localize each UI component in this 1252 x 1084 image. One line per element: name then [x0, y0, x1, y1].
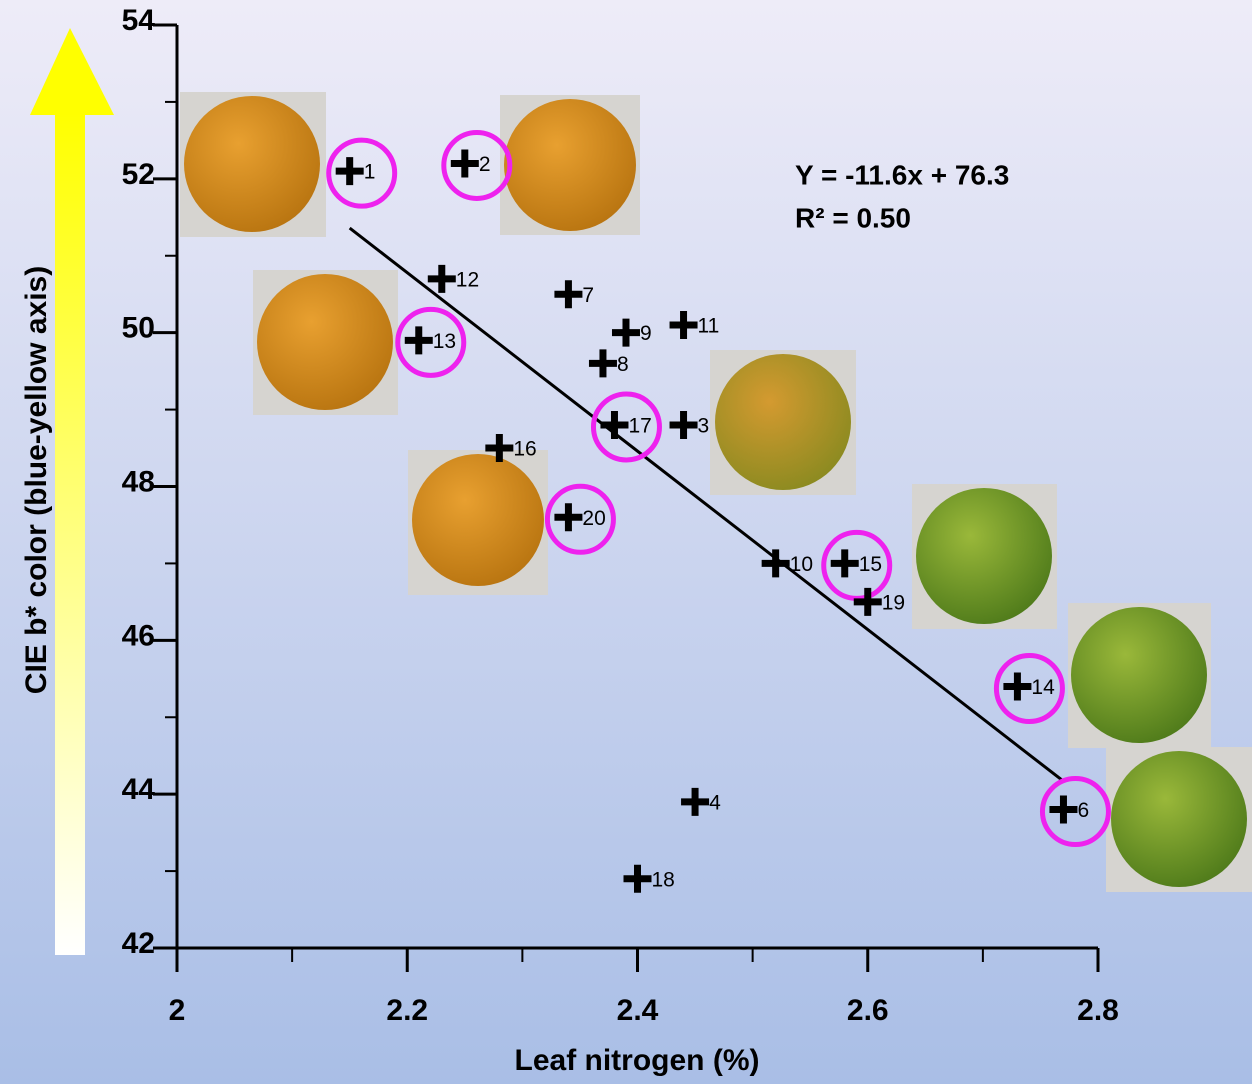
point-label: 17 — [628, 415, 651, 438]
point-label: 3 — [698, 415, 710, 438]
point-label: 10 — [790, 553, 813, 576]
y-tick-label: 50 — [122, 312, 155, 345]
y-tick-label: 52 — [122, 158, 155, 191]
equation: Y = -11.6x + 76.3 — [795, 159, 1009, 190]
x-tick-label: 2.8 — [1077, 994, 1119, 1027]
point-label: 14 — [1031, 676, 1055, 699]
chart: Leaf nitrogen (%) CIE b* color (blue-yel… — [0, 0, 1252, 1084]
point-label: 1 — [364, 161, 376, 184]
point-label: 12 — [456, 268, 479, 291]
x-tick-label: 2.4 — [617, 994, 659, 1027]
point-label: 9 — [640, 322, 652, 345]
r-squared: R² = 0.50 — [795, 202, 911, 233]
point-label: 2 — [479, 153, 491, 176]
point-label: 11 — [698, 315, 720, 338]
point-label: 13 — [433, 330, 456, 353]
x-tick-label: 2.2 — [386, 994, 428, 1027]
point-label: 7 — [582, 284, 594, 307]
x-tick-label: 2.6 — [847, 994, 889, 1027]
x-tick-label: 2 — [169, 994, 186, 1027]
y-tick-label: 48 — [122, 465, 155, 498]
point-label: 18 — [652, 868, 675, 891]
y-tick-label: 46 — [122, 619, 155, 652]
point-label: 8 — [617, 353, 629, 376]
y-tick-label: 54 — [122, 4, 156, 37]
y-axis-label: CIE b* color (blue-yellow axis) — [20, 266, 53, 694]
point-label: 20 — [582, 507, 605, 530]
y-tick-label: 42 — [122, 927, 155, 960]
point-label: 6 — [1077, 799, 1089, 822]
point-label: 4 — [709, 791, 721, 814]
y-tick-label: 44 — [122, 773, 156, 806]
x-axis-label: Leaf nitrogen (%) — [515, 1044, 760, 1077]
point-label: 16 — [513, 438, 536, 461]
point-label: 19 — [882, 591, 905, 614]
point-label: 15 — [859, 553, 882, 576]
